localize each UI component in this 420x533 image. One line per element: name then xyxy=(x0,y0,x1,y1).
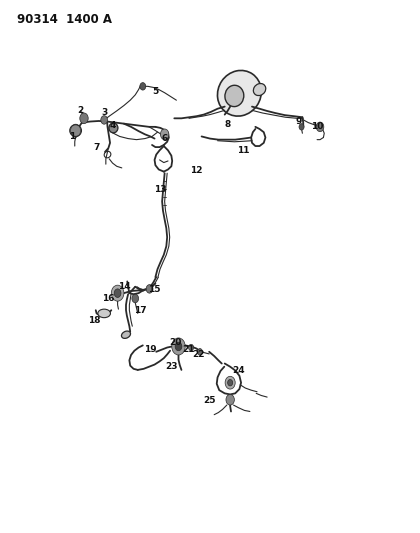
Circle shape xyxy=(146,285,153,293)
Circle shape xyxy=(189,344,194,351)
Text: 17: 17 xyxy=(134,306,147,314)
Circle shape xyxy=(299,124,304,130)
Text: 21: 21 xyxy=(182,345,194,353)
Text: 6: 6 xyxy=(162,134,168,143)
Text: 11: 11 xyxy=(237,146,250,155)
Ellipse shape xyxy=(218,70,261,116)
Text: 16: 16 xyxy=(102,294,115,303)
Circle shape xyxy=(109,123,118,133)
Text: 23: 23 xyxy=(165,362,178,371)
Text: 1: 1 xyxy=(69,133,75,141)
Text: 14: 14 xyxy=(118,282,130,291)
Text: 15: 15 xyxy=(148,286,161,294)
Text: 25: 25 xyxy=(203,397,215,405)
Ellipse shape xyxy=(225,85,244,107)
Ellipse shape xyxy=(253,84,266,95)
Text: 12: 12 xyxy=(190,166,203,175)
Circle shape xyxy=(225,376,235,389)
Text: 90314  1400 A: 90314 1400 A xyxy=(17,13,112,26)
Text: 5: 5 xyxy=(152,87,158,96)
Circle shape xyxy=(172,338,185,355)
Circle shape xyxy=(140,83,146,90)
Circle shape xyxy=(175,342,182,351)
Circle shape xyxy=(101,116,108,124)
Text: 2: 2 xyxy=(78,106,84,115)
Circle shape xyxy=(228,379,233,386)
Circle shape xyxy=(111,285,124,301)
Circle shape xyxy=(132,294,139,303)
Text: 13: 13 xyxy=(154,185,167,193)
Circle shape xyxy=(226,394,234,405)
Ellipse shape xyxy=(98,309,110,318)
Text: 7: 7 xyxy=(93,143,100,151)
Text: 3: 3 xyxy=(101,109,107,117)
Circle shape xyxy=(197,349,202,355)
Text: 18: 18 xyxy=(88,317,101,325)
Text: 9: 9 xyxy=(296,117,302,126)
Circle shape xyxy=(316,122,324,132)
Text: 10: 10 xyxy=(311,123,324,131)
Text: 19: 19 xyxy=(144,345,157,353)
Text: 8: 8 xyxy=(225,120,231,128)
Circle shape xyxy=(71,124,81,137)
Text: 4: 4 xyxy=(109,121,116,130)
Circle shape xyxy=(114,289,121,297)
Text: 20: 20 xyxy=(169,338,182,346)
Circle shape xyxy=(160,129,169,140)
Circle shape xyxy=(80,113,88,124)
Ellipse shape xyxy=(121,331,131,338)
Text: 22: 22 xyxy=(192,351,205,359)
Text: 24: 24 xyxy=(232,366,245,375)
